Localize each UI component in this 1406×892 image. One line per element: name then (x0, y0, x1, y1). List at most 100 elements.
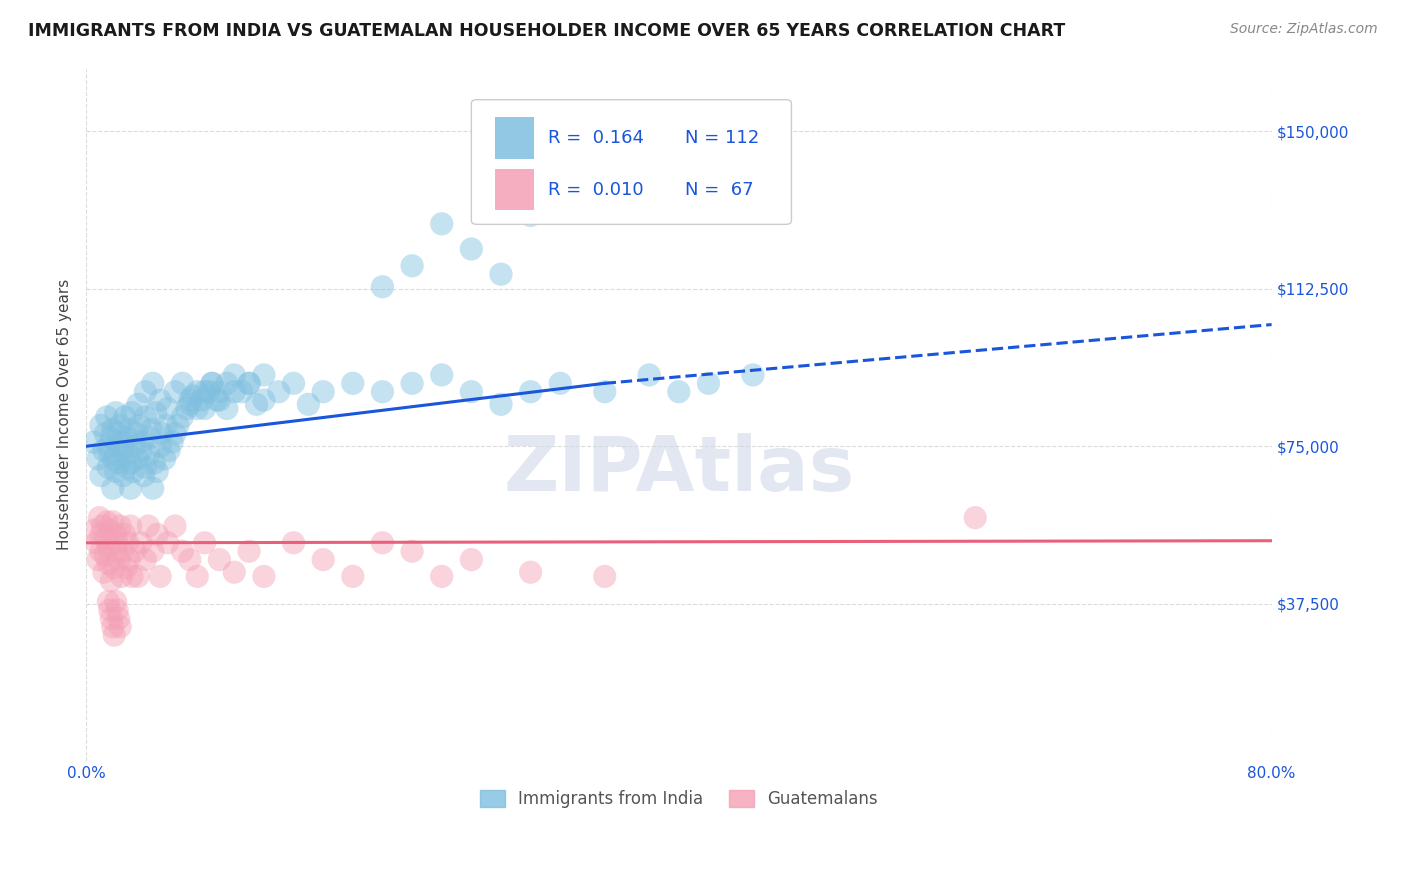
Point (129, 536, 152, 550)
Point (101, 620, 124, 634)
Point (205, 393, 228, 408)
Point (89, 510, 111, 524)
Point (460, 384, 482, 399)
Point (125, 426, 148, 441)
Point (107, 426, 129, 441)
Point (142, 376, 165, 391)
Point (460, 552, 482, 566)
Point (134, 409, 156, 424)
Point (120, 481, 142, 495)
Point (108, 620, 131, 634)
Point (312, 552, 335, 566)
Point (668, 384, 690, 399)
Point (430, 368, 453, 382)
Point (186, 401, 208, 416)
Point (155, 418, 177, 433)
Point (127, 397, 149, 411)
FancyBboxPatch shape (495, 117, 534, 159)
Point (163, 426, 186, 441)
Point (105, 536, 128, 550)
Point (107, 611, 129, 625)
Text: IMMIGRANTS FROM INDIA VS GUATEMALAN HOUSEHOLDER INCOME OVER 65 YEARS CORRELATION: IMMIGRANTS FROM INDIA VS GUATEMALAN HOUS… (28, 22, 1066, 40)
Point (145, 406, 167, 420)
FancyBboxPatch shape (471, 100, 792, 225)
Point (100, 574, 122, 588)
Point (519, 209, 541, 223)
Point (208, 552, 231, 566)
Point (253, 569, 276, 583)
Point (104, 406, 127, 420)
Point (238, 376, 260, 391)
Point (121, 569, 143, 583)
Point (224, 368, 246, 382)
Point (172, 376, 194, 391)
Point (965, 510, 987, 524)
Point (194, 536, 217, 550)
Text: ZIPAtlas: ZIPAtlas (503, 434, 855, 508)
Point (82, 435, 104, 450)
Point (100, 611, 122, 625)
Point (238, 376, 260, 391)
Point (82, 523, 104, 537)
Point (93, 443, 115, 458)
Point (186, 569, 208, 583)
Point (136, 519, 159, 533)
Point (153, 451, 176, 466)
Point (112, 544, 135, 558)
Point (401, 376, 423, 391)
Point (103, 628, 125, 642)
Point (149, 569, 172, 583)
Text: Source: ZipAtlas.com: Source: ZipAtlas.com (1230, 22, 1378, 37)
Point (215, 376, 238, 391)
Point (460, 242, 482, 256)
Point (90, 468, 112, 483)
Point (101, 515, 124, 529)
Point (548, 376, 571, 391)
Point (156, 401, 179, 416)
Point (172, 544, 194, 558)
Point (283, 536, 305, 550)
Point (87, 552, 110, 566)
Point (489, 267, 512, 281)
Point (111, 569, 134, 583)
Point (198, 384, 221, 399)
Point (90, 527, 112, 541)
Legend: Immigrants from India, Guatemalans: Immigrants from India, Guatemalans (474, 783, 884, 815)
Point (118, 552, 141, 566)
Point (105, 603, 128, 617)
Point (179, 397, 201, 411)
Point (245, 397, 267, 411)
Point (489, 397, 512, 411)
Point (115, 460, 138, 475)
Point (238, 544, 260, 558)
Point (253, 368, 276, 382)
Point (201, 376, 224, 391)
Point (157, 443, 180, 458)
Point (194, 401, 217, 416)
Point (120, 456, 142, 470)
Text: N =  67: N = 67 (685, 181, 754, 199)
FancyBboxPatch shape (495, 169, 534, 211)
Point (401, 259, 423, 273)
Point (115, 561, 138, 575)
Point (104, 527, 127, 541)
Point (134, 460, 156, 475)
Point (132, 468, 155, 483)
Point (120, 519, 142, 533)
Point (519, 384, 541, 399)
Point (156, 536, 179, 550)
Point (124, 439, 146, 453)
Point (593, 569, 616, 583)
Point (111, 443, 134, 458)
Point (112, 435, 135, 450)
Point (96, 409, 118, 424)
Point (121, 406, 143, 420)
Point (97, 460, 120, 475)
Point (143, 456, 166, 470)
Point (117, 536, 139, 550)
Point (94, 532, 117, 546)
Point (134, 552, 156, 566)
Point (136, 448, 159, 462)
Point (101, 481, 124, 495)
Point (94, 426, 117, 441)
